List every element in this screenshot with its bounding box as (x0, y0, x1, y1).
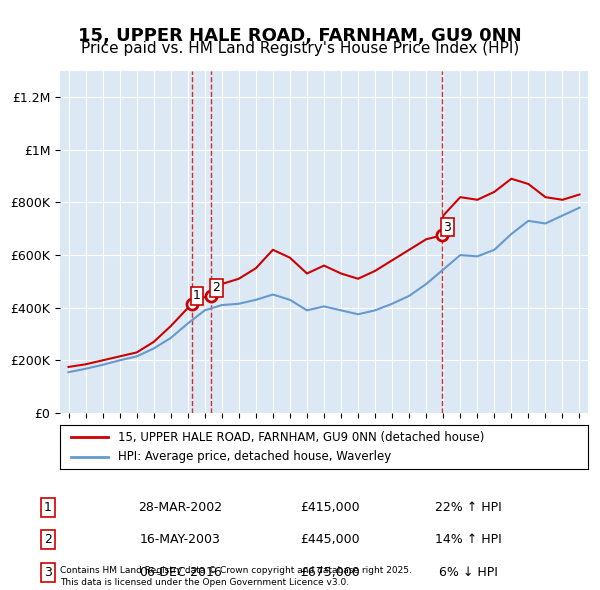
Text: £415,000: £415,000 (300, 501, 360, 514)
Text: 6% ↓ HPI: 6% ↓ HPI (439, 566, 497, 579)
Text: 14% ↑ HPI: 14% ↑ HPI (434, 533, 502, 546)
Text: 2: 2 (44, 533, 52, 546)
Text: 3: 3 (443, 221, 451, 234)
Text: 1: 1 (44, 501, 52, 514)
Text: £675,000: £675,000 (300, 566, 360, 579)
Text: £445,000: £445,000 (300, 533, 360, 546)
Text: 06-DEC-2016: 06-DEC-2016 (139, 566, 221, 579)
Text: 1: 1 (193, 289, 201, 302)
Text: 15, UPPER HALE ROAD, FARNHAM, GU9 0NN: 15, UPPER HALE ROAD, FARNHAM, GU9 0NN (78, 27, 522, 45)
Text: 28-MAR-2002: 28-MAR-2002 (138, 501, 222, 514)
Text: 22% ↑ HPI: 22% ↑ HPI (434, 501, 502, 514)
Text: 3: 3 (44, 566, 52, 579)
Text: HPI: Average price, detached house, Waverley: HPI: Average price, detached house, Wave… (118, 450, 391, 463)
Text: Price paid vs. HM Land Registry's House Price Index (HPI): Price paid vs. HM Land Registry's House … (81, 41, 519, 56)
Text: Contains HM Land Registry data © Crown copyright and database right 2025.
This d: Contains HM Land Registry data © Crown c… (60, 566, 412, 587)
Text: 16-MAY-2003: 16-MAY-2003 (140, 533, 220, 546)
Text: 15, UPPER HALE ROAD, FARNHAM, GU9 0NN (detached house): 15, UPPER HALE ROAD, FARNHAM, GU9 0NN (d… (118, 431, 484, 444)
Text: 2: 2 (212, 281, 220, 294)
